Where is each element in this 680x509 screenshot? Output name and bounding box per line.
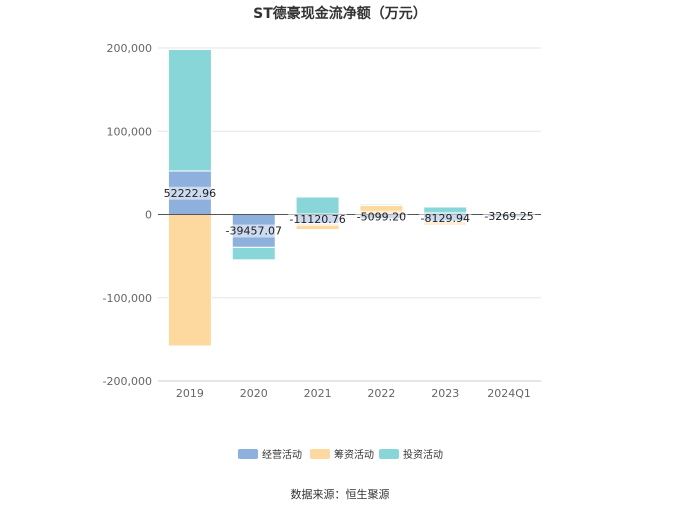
legend-label: 投资活动 xyxy=(403,448,443,461)
legend-item[interactable]: 经营活动 xyxy=(238,448,302,461)
data-label-bg xyxy=(288,213,347,227)
y-tick-label: 200,000 xyxy=(107,42,153,55)
x-tick-label: 2024Q1 xyxy=(487,387,531,400)
bar-segment[interactable] xyxy=(231,246,276,261)
legend[interactable]: 经营活动 筹资活动 投资活动 xyxy=(238,448,443,461)
bars xyxy=(167,48,532,347)
bar-segment[interactable] xyxy=(359,203,404,206)
legend-label: 筹资活动 xyxy=(334,448,374,461)
data-label-bg xyxy=(355,210,408,224)
legend-item[interactable]: 筹资活动 xyxy=(310,448,374,461)
x-tick-label: 2019 xyxy=(176,387,204,400)
data-label-bg xyxy=(163,186,217,200)
legend-swatch xyxy=(310,449,330,459)
x-tick-label: 2023 xyxy=(431,387,459,400)
legend-swatch xyxy=(238,449,258,459)
chart-svg: 52222.96 -39457.07 -11120.76 -5099.20 -8129.… xyxy=(103,42,541,461)
data-label: -11120.76 xyxy=(289,213,345,226)
data-label: -5099.20 xyxy=(357,211,406,224)
legend-swatch xyxy=(379,449,399,459)
y-tick-label: 100,000 xyxy=(107,125,153,138)
x-tick-label: 2021 xyxy=(304,387,332,400)
bar-segment[interactable] xyxy=(167,48,212,172)
x-tick-label: 2020 xyxy=(240,387,268,400)
y-tick-label: 0 xyxy=(145,209,152,222)
data-label-bg xyxy=(419,211,472,225)
y-tick-label: -200,000 xyxy=(103,375,152,388)
data-label: 52222.96 xyxy=(164,187,217,200)
y-tick-label: -100,000 xyxy=(103,292,152,305)
data-labels: 52222.96 -39457.07 -11120.76 -5099.20 -8129.… xyxy=(163,186,536,238)
chart-title: ST德豪现金流净额（万元） xyxy=(253,6,427,22)
x-tick-label: 2022 xyxy=(367,387,395,400)
data-label-bg xyxy=(224,224,284,238)
data-label: -8129.94 xyxy=(421,212,470,225)
y-axis: 200,000 100,000 0 -100,000 -200,000 xyxy=(103,42,152,388)
bar-segment[interactable] xyxy=(295,196,340,216)
legend-label: 经营活动 xyxy=(262,448,302,461)
data-label-bg xyxy=(482,209,536,223)
legend-item[interactable]: 投资活动 xyxy=(379,448,443,461)
x-axis: 2019 2020 2021 2022 2023 2024Q1 xyxy=(158,380,541,400)
data-label: -39457.07 xyxy=(226,225,282,238)
bar-segment[interactable] xyxy=(167,214,212,347)
data-label: -3269.25 xyxy=(484,210,533,223)
data-source: 数据来源：恒生聚源 xyxy=(290,488,390,501)
